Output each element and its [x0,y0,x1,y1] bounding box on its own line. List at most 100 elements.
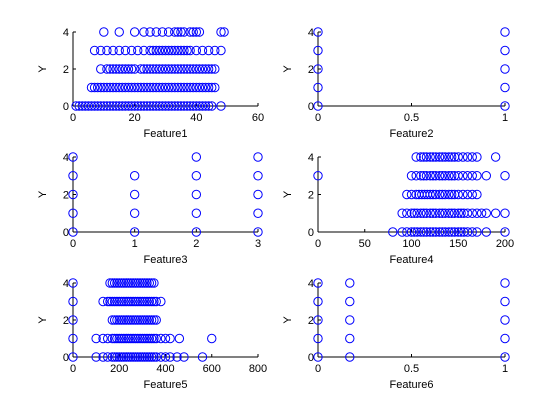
data-point [126,101,137,111]
data-point [89,45,100,56]
data-point [135,315,145,325]
data-point [139,352,150,362]
data-point [185,45,195,56]
data-point [109,352,120,362]
data-point [148,101,158,111]
data-point [500,101,510,111]
x-tick-label: 200 [496,238,514,250]
data-point [89,82,100,93]
data-point [425,227,435,237]
data-point [116,296,127,307]
x-tick-label: 0 [315,112,321,124]
data-point [313,315,323,325]
data-point [462,208,473,218]
data-point [126,82,137,93]
data-point [179,82,189,93]
data-point [142,82,152,93]
data-point [121,278,131,288]
data-point [440,189,450,200]
data-point [447,189,457,200]
data-point [107,296,118,307]
data-point [411,152,421,162]
y-tick-label: 4 [308,278,314,290]
data-point [137,352,148,362]
data-point [105,278,115,288]
data-point [173,82,183,93]
data-point [135,278,145,288]
data-point [406,208,417,218]
data-point [68,171,78,181]
data-point [191,152,202,162]
data-point [105,64,115,74]
data-point [116,333,127,344]
data-point [123,296,134,307]
data-point [416,152,426,162]
data-point [123,82,134,93]
data-point [421,171,432,181]
data-point [146,333,157,344]
data-point [458,171,468,181]
data-point [191,189,202,200]
data-point [431,208,441,218]
data-point [117,64,128,74]
data-point [68,227,78,237]
data-point [160,333,171,344]
subplot-2: 0 0.5 1 0 2 4 Feature2 Y [282,27,510,140]
data-point [157,45,168,56]
x-tick-label: 60 [252,112,264,124]
data-point [253,227,263,237]
data-point [500,27,510,37]
data-point [119,296,129,307]
data-point [179,64,189,74]
data-point [126,45,137,56]
y-tick-label: 4 [308,27,314,39]
data-point [170,45,180,56]
data-point [139,45,149,56]
data-point [462,189,473,200]
data-point [137,333,148,344]
data-point [105,101,115,111]
data-point [163,82,174,93]
data-point [102,352,113,362]
data-point [203,45,214,56]
data-point [402,208,412,218]
data-point [203,64,214,74]
data-point [191,82,202,93]
data-point [128,296,138,307]
data-point [74,101,84,111]
data-point [119,333,129,344]
data-point [142,278,152,288]
data-point [102,333,113,344]
subplot-6: 0 0.5 1 0 2 4 Feature6 Y [282,278,510,391]
data-point [253,189,263,200]
data-point [157,27,168,37]
y-axis-label: Y [37,190,49,198]
data-point [253,208,263,218]
y-axis-label: Y [282,65,294,73]
subplot-3: 0 1 2 3 0 2 4 Feature3 Y [37,152,263,266]
data-point [151,315,161,325]
data-point [86,82,97,93]
data-point [126,278,136,288]
data-point [444,171,454,181]
data-point [111,82,121,93]
y-tick-label: 4 [63,27,69,39]
data-point [194,27,205,37]
data-point [92,101,103,111]
x-axis-label: Feature5 [143,379,187,391]
data-point [116,315,127,325]
data-point [120,45,131,56]
data-point [123,64,134,74]
y-axis-label: Y [37,65,49,73]
data-point [500,296,510,307]
data-point [472,152,482,162]
data-point [108,82,118,93]
data-point [145,45,155,56]
data-point [114,315,124,325]
data-point [416,208,426,218]
data-point [154,45,165,56]
data-point [119,315,129,325]
data-point [107,278,118,288]
data-point [99,82,109,93]
data-point [197,352,208,362]
